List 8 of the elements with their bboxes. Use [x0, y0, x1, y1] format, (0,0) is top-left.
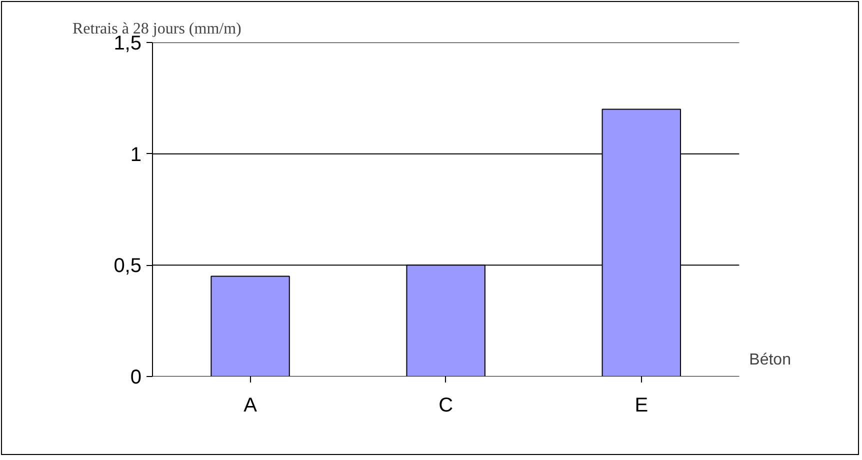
x-axis-title: Béton: [749, 352, 791, 368]
x-tick-label: C: [438, 394, 454, 416]
y-tick-label: 1,5: [114, 32, 142, 54]
x-tick-label: A: [244, 394, 258, 416]
x-tick-label: E: [634, 394, 648, 416]
y-tick-label: 1: [130, 144, 142, 166]
y-tick-label: 0,5: [114, 255, 142, 278]
y-tick-label: 0: [130, 366, 142, 388]
